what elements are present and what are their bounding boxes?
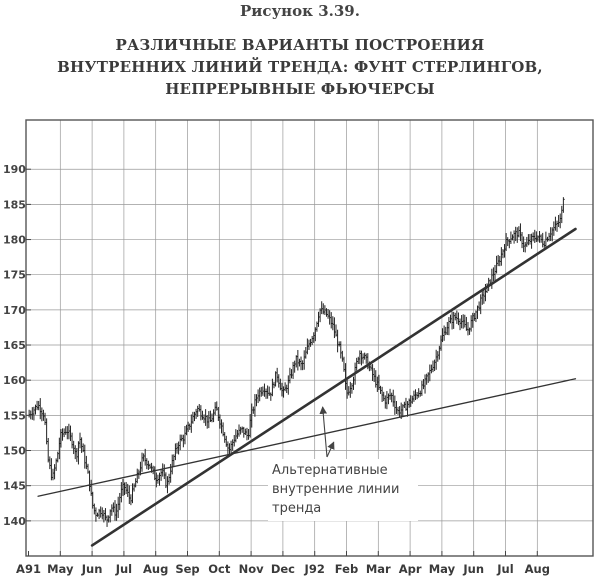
annotation-line: Альтернативные xyxy=(272,463,388,478)
x-tick-label: Feb xyxy=(335,562,358,576)
y-tick-label: 165 xyxy=(3,339,26,352)
x-tick-label: Jun xyxy=(81,562,103,576)
y-tick-label: 170 xyxy=(3,304,26,317)
x-tick-label: Nov xyxy=(239,562,265,576)
axis-layer: 140 145 150 155 160 165 170 175 180 185 190 A91 May J… xyxy=(3,119,594,576)
y-tick-label: 160 xyxy=(3,374,26,387)
chart-title-line-3: НЕПРЕРЫВНЫЕ ФЬЮЧЕРСЫ xyxy=(165,80,435,98)
x-tick-label: Aug xyxy=(143,562,168,576)
chart-title: РАЗЛИЧНЫЕ ВАРИАНТЫ ПОСТРОЕНИЯ ВНУТРЕННИХ… xyxy=(0,34,600,100)
x-tick-label: A91 xyxy=(16,562,41,576)
chart-title-line-2: ВНУТРЕННИХ ЛИНИЙ ТРЕНДА: ФУНТ СТЕРЛИНГОВ… xyxy=(57,58,543,76)
figure-label: Рисунок 3.39. xyxy=(240,2,360,20)
y-tick-label: 180 xyxy=(3,234,26,247)
y-tick-label: 185 xyxy=(3,198,26,211)
grid-layer xyxy=(26,120,593,556)
x-tick-label: Oct xyxy=(208,562,231,576)
x-tick-label: Dec xyxy=(271,562,295,576)
x-tick-label: Jul xyxy=(496,562,513,576)
trend-line-steep xyxy=(90,227,577,547)
annotation-arrow xyxy=(326,441,335,458)
price-bars-layer xyxy=(27,197,565,527)
y-tick-label: 150 xyxy=(3,445,26,458)
x-tick-label: Aug xyxy=(525,562,550,576)
plot-frame xyxy=(25,119,594,557)
chart-title-line-1: РАЗЛИЧНЫЕ ВАРИАНТЫ ПОСТРОЕНИЯ xyxy=(115,36,485,54)
x-tick-label: Sep xyxy=(175,562,199,576)
y-tick-label: 175 xyxy=(3,269,26,282)
y-tick-label: 190 xyxy=(3,163,26,176)
trend-line-shallow xyxy=(37,378,577,497)
x-tick-label: May xyxy=(429,562,456,576)
x-tick-label: Apr xyxy=(399,562,422,576)
x-tick-label: May xyxy=(47,562,74,576)
x-tick-label: Jul xyxy=(115,562,132,576)
annotation-line: тренда xyxy=(272,501,321,516)
annotation-line: внутренние линии xyxy=(272,482,399,497)
annotation-layer: Альтернативные внутренние линии тренда xyxy=(268,406,418,521)
annotation-arrow xyxy=(319,406,328,458)
y-tick-label: 145 xyxy=(3,480,26,493)
y-tick-label: 140 xyxy=(3,515,26,528)
y-tick-label: 155 xyxy=(3,409,26,422)
annotation-backdrop xyxy=(268,459,418,521)
x-tick-label: J92 xyxy=(304,562,325,576)
x-tick-label: Jun xyxy=(462,562,484,576)
x-tick-label: Mar xyxy=(366,562,391,576)
trend-lines-layer xyxy=(37,227,577,547)
